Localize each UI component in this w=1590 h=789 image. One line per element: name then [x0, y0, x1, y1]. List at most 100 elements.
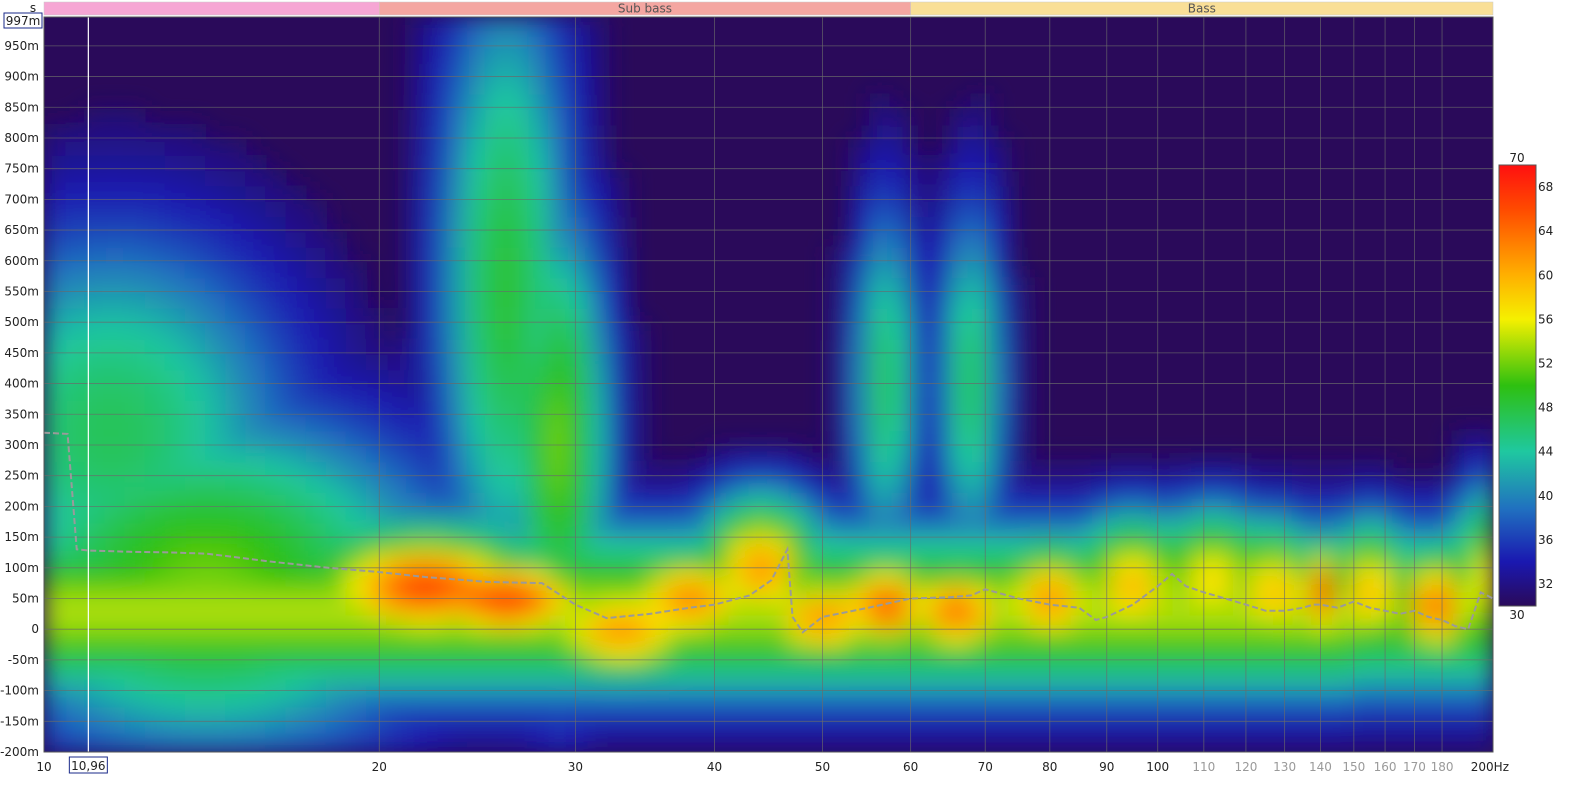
heat-cell — [808, 507, 830, 524]
heat-cell — [144, 200, 166, 218]
heat-cell — [1211, 522, 1233, 539]
heat-cell — [1150, 552, 1172, 570]
heat-cell — [486, 154, 508, 172]
heat-cell — [688, 522, 710, 539]
heat-cell — [909, 552, 931, 570]
heat-cell — [909, 154, 931, 172]
heat-cell — [506, 154, 528, 172]
cursor[interactable]: 10,96 — [68, 17, 108, 774]
heat-cell — [486, 108, 508, 126]
peak-time-trace — [44, 431, 1493, 634]
heat-cell — [1150, 476, 1172, 493]
heat-cell — [708, 537, 730, 554]
heat-cell — [164, 139, 186, 156]
heat-cell — [828, 353, 850, 371]
heat-cell — [929, 614, 951, 631]
heat-cell — [1392, 522, 1414, 539]
heat-cell — [1010, 736, 1032, 752]
heat-cell — [486, 262, 508, 279]
heat-cell — [466, 491, 488, 508]
heat-cell — [969, 353, 991, 371]
heat-cell — [527, 721, 549, 738]
heat-cell — [869, 231, 891, 248]
heat-cell — [164, 491, 186, 508]
heat-cell — [1352, 491, 1374, 508]
heat-cell — [44, 445, 66, 463]
band-header: Sub bass Bass — [43, 2, 1494, 16]
heat-cell — [205, 353, 227, 371]
heat-cell — [949, 124, 971, 141]
heat-cell — [587, 537, 609, 554]
heat-cell — [547, 675, 569, 692]
heat-cell — [808, 721, 830, 738]
heat-cell — [1392, 568, 1414, 585]
heat-cell — [1392, 598, 1414, 616]
heat-cell — [506, 461, 528, 478]
heat-cell — [446, 507, 468, 524]
heat-cell — [547, 78, 569, 95]
heat-cell — [547, 461, 569, 478]
heat-cell — [869, 185, 891, 202]
heat-cell — [1010, 399, 1032, 417]
heat-cell — [1452, 507, 1474, 524]
heat-cell — [506, 507, 528, 524]
heat-cell — [285, 629, 307, 646]
heat-cell — [225, 399, 247, 417]
heat-cell — [285, 216, 307, 233]
heat-cell — [446, 185, 468, 202]
heat-cell — [547, 17, 569, 34]
heat-cell — [1130, 644, 1152, 662]
heat-cell — [828, 399, 850, 417]
heat-cell — [1311, 690, 1333, 708]
heat-cell — [446, 93, 468, 110]
heat-cell — [345, 537, 367, 554]
heat-cell — [1432, 675, 1454, 692]
heat-cell — [1010, 384, 1032, 401]
heat-cell — [1171, 598, 1193, 616]
heat-cell — [849, 353, 871, 371]
heat-cell — [406, 262, 428, 279]
heat-cell — [849, 552, 871, 570]
heat-cell — [1271, 675, 1293, 692]
heat-cell — [1130, 461, 1152, 478]
heat-cell — [909, 736, 931, 752]
heat-cell — [345, 445, 367, 463]
heat-cell — [305, 583, 327, 600]
heat-cell — [909, 277, 931, 294]
heat-cell — [144, 552, 166, 570]
heat-cell — [466, 17, 488, 34]
heat-cell — [1251, 629, 1273, 646]
heat-cell — [587, 108, 609, 126]
heat-cell — [64, 139, 86, 156]
heat-cell — [587, 216, 609, 233]
heat-cell — [929, 200, 951, 218]
heat-cell — [989, 139, 1011, 156]
gridlines — [44, 17, 1493, 753]
heat-cell — [587, 231, 609, 248]
heat-cell — [305, 568, 327, 585]
heat-cell — [949, 675, 971, 692]
heat-cell — [345, 507, 367, 524]
heat-cell — [406, 537, 428, 554]
heat-cell — [466, 353, 488, 371]
heat-cell — [667, 706, 689, 723]
heat-cell — [808, 552, 830, 570]
heat-cell — [325, 736, 347, 752]
heat-cell — [64, 200, 86, 218]
heat-cell — [124, 537, 146, 554]
heat-cell — [1211, 721, 1233, 738]
heat-cell — [205, 399, 227, 417]
colorbar-tick-label: 64 — [1538, 224, 1553, 238]
heat-cell — [64, 537, 86, 554]
heat-cell — [708, 721, 730, 738]
heat-cell — [1090, 522, 1112, 539]
heat-cell — [486, 231, 508, 248]
heat-cell — [325, 721, 347, 738]
heat-cell — [567, 583, 589, 600]
heat-cell — [567, 108, 589, 126]
heat-cell — [486, 369, 508, 386]
heat-cell — [104, 399, 126, 417]
heat-cell — [64, 399, 86, 417]
heat-cell — [1090, 629, 1112, 646]
heat-cell — [285, 690, 307, 708]
